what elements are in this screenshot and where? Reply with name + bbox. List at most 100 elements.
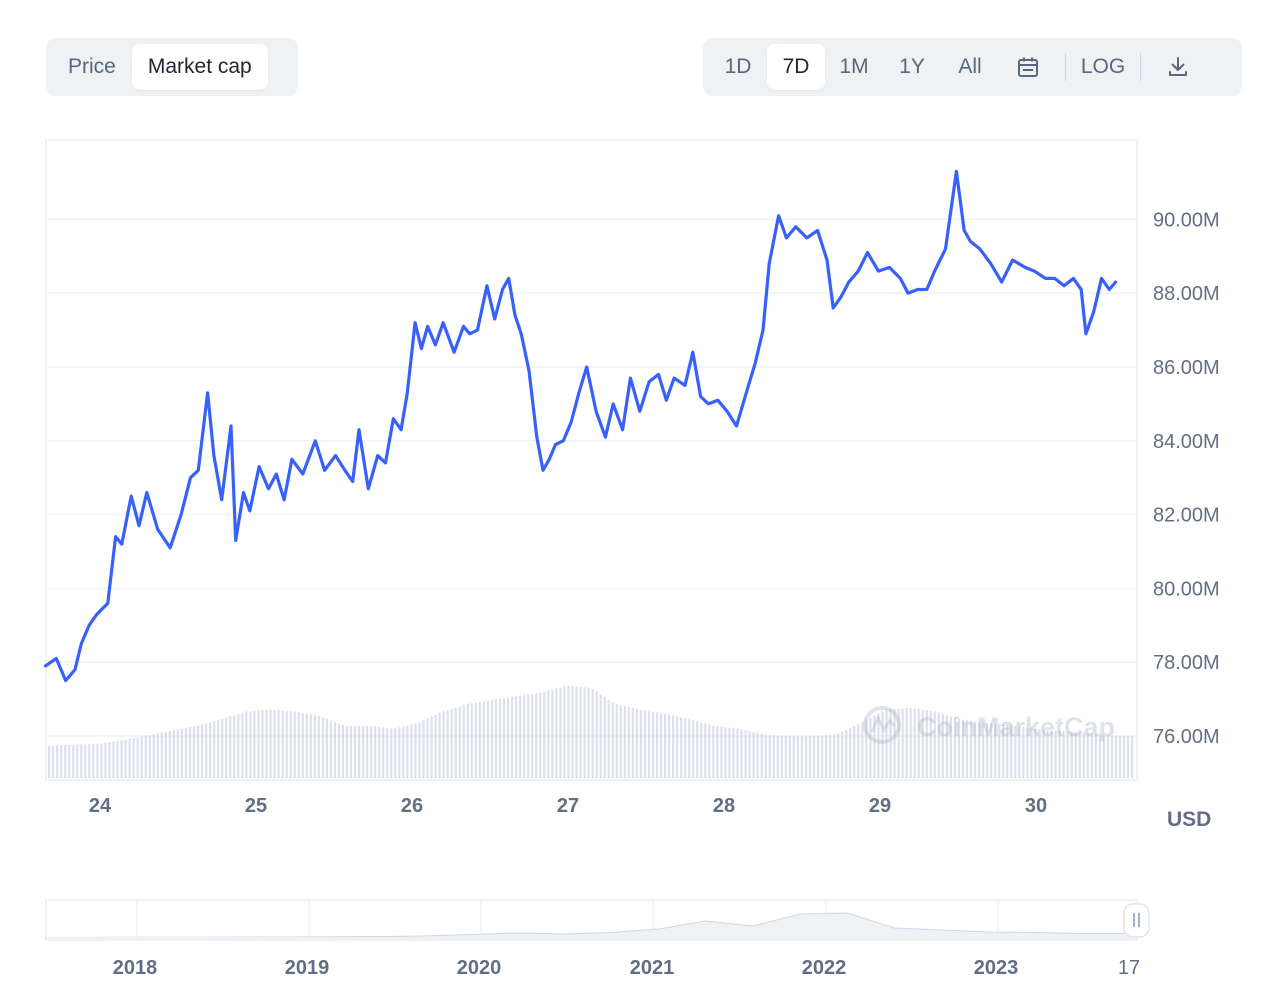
y-tick-label: 78.00M — [1153, 652, 1220, 674]
volume-bar — [527, 694, 530, 778]
volume-bar — [1030, 728, 1033, 778]
volume-bar — [309, 714, 312, 778]
volume-bar — [591, 689, 594, 778]
volume-bar — [124, 739, 127, 778]
range-1y-button[interactable]: 1Y — [899, 55, 925, 78]
range-handle[interactable] — [1123, 903, 1150, 938]
volume-bar — [386, 727, 389, 778]
volume-bar — [772, 735, 775, 778]
volume-bar — [567, 686, 570, 778]
volume-bar — [700, 722, 703, 778]
watermark-text: CoinMarketCap — [917, 712, 1115, 742]
volume-bar — [305, 713, 308, 778]
volume-bar — [684, 718, 687, 778]
volume-bar — [869, 718, 872, 778]
volume-bar — [768, 734, 771, 778]
volume-bar — [60, 745, 63, 778]
volume-bar — [627, 707, 630, 778]
range-navigator[interactable]: 2018 2019 2020 2021 2022 2023 17 — [45, 899, 1150, 979]
volume-bar — [333, 722, 337, 778]
volume-bar — [1050, 729, 1053, 778]
volume-bar — [619, 705, 622, 778]
volume-bar — [998, 724, 1001, 778]
volume-bar — [716, 726, 719, 778]
volume-bar — [720, 726, 723, 778]
volume-bar — [329, 720, 333, 778]
navigator-year-label: 2018 — [113, 957, 158, 979]
volume-bar — [780, 735, 783, 778]
volume-bar — [52, 745, 55, 778]
volume-bar — [422, 720, 425, 778]
volume-bar — [188, 727, 192, 778]
volume-bar — [982, 722, 985, 778]
navigator-year-label: 2023 — [974, 957, 1019, 979]
download-icon — [1169, 57, 1187, 76]
volume-bar — [905, 708, 908, 778]
volume-bar — [317, 716, 320, 778]
volume-bar — [635, 708, 638, 778]
volume-bar — [559, 687, 562, 778]
volume-bar — [221, 718, 224, 778]
volume-bar — [849, 728, 852, 778]
volume-bar — [1066, 731, 1069, 778]
calendar-button[interactable] — [999, 44, 1057, 90]
volume-bar — [837, 733, 840, 778]
volume-bar — [804, 736, 808, 778]
volume-bar — [257, 710, 260, 778]
volume-bar — [241, 712, 244, 778]
volume-bar — [486, 700, 490, 778]
x-axis: 24 25 26 27 28 29 30 — [89, 795, 1047, 817]
volume-bar — [808, 736, 812, 778]
range-1d-button[interactable]: 1D — [724, 55, 752, 78]
volume-bar — [672, 715, 675, 778]
range-7d-button[interactable]: 7D — [767, 44, 825, 90]
range-all-button[interactable]: All — [958, 55, 982, 78]
volume-bar — [285, 710, 288, 778]
download-button[interactable] — [1149, 44, 1207, 90]
volume-bar — [704, 723, 707, 778]
volume-bar — [1046, 729, 1049, 778]
volume-bar — [639, 709, 643, 778]
volume-bar — [583, 687, 586, 778]
volume-bar — [744, 730, 747, 778]
volume-bar — [136, 737, 139, 778]
volume-bar — [450, 708, 453, 778]
volume-bar — [752, 732, 755, 778]
view-toggle: Price Market cap — [46, 38, 298, 96]
volume-bar — [929, 710, 932, 778]
volume-bar — [1042, 729, 1045, 778]
volume-bar — [680, 717, 683, 778]
y-axis: 76.00M 78.00M 80.00M 82.00M 84.00M 86.00M 88.0… — [1153, 209, 1220, 748]
navigator-baseline — [46, 937, 1137, 941]
volume-bar — [1018, 726, 1021, 778]
volume-bar — [1082, 732, 1085, 778]
log-scale-button[interactable]: LOG — [1080, 55, 1126, 78]
volume-bar — [973, 721, 977, 778]
volume-bar — [374, 726, 377, 778]
volume-bar — [196, 725, 200, 778]
market-cap-tab[interactable]: Market cap — [131, 44, 268, 90]
volume-bar — [986, 723, 989, 778]
toolbar-divider — [1065, 53, 1066, 81]
price-tab[interactable]: Price — [68, 55, 116, 78]
volume-bar — [362, 725, 365, 778]
x-tick-label: 30 — [1025, 795, 1047, 817]
range-1m-button[interactable]: 1M — [839, 55, 869, 78]
volume-bar — [454, 707, 457, 778]
plot-border — [45, 139, 1138, 781]
volume-bar — [390, 728, 393, 778]
volume-bar — [599, 694, 602, 778]
volume-bar — [800, 736, 804, 778]
volume-bar — [1026, 727, 1029, 778]
volume-bar — [237, 713, 240, 778]
volume-bar — [132, 737, 135, 778]
volume-bar — [841, 731, 844, 778]
volume-bar — [345, 725, 349, 778]
volume-bar — [120, 740, 123, 778]
volume-bar — [164, 731, 167, 778]
volume-bar — [48, 745, 51, 778]
volume-bar — [893, 708, 896, 778]
volume-bar — [229, 716, 232, 778]
volume-bar — [1010, 725, 1013, 778]
